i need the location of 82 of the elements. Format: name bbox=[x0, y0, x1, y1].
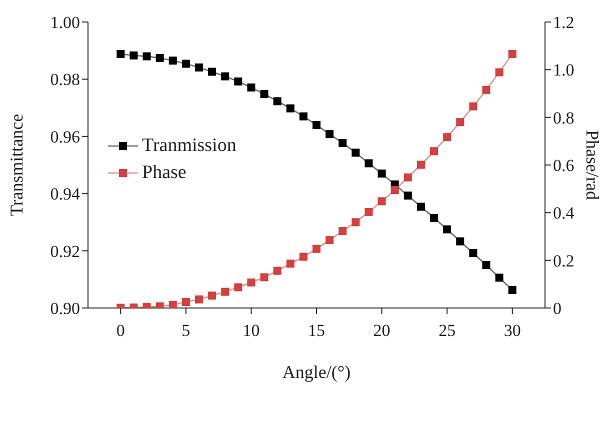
x-tick-label: 20 bbox=[373, 321, 390, 340]
point bbox=[116, 50, 125, 58]
point bbox=[404, 192, 412, 200]
point bbox=[508, 286, 516, 294]
y2-tick-label: 0.4 bbox=[553, 204, 575, 223]
point bbox=[130, 51, 138, 60]
x-axis-title: Angle/(°) bbox=[282, 362, 351, 382]
point bbox=[416, 202, 425, 211]
point bbox=[168, 300, 177, 308]
point bbox=[416, 160, 425, 169]
point bbox=[456, 118, 464, 126]
x-tick-label: 5 bbox=[182, 321, 190, 340]
point bbox=[142, 52, 151, 60]
y2-tick-label: 0.2 bbox=[553, 251, 574, 270]
y2-tick-label: 0.6 bbox=[553, 156, 574, 176]
point bbox=[221, 72, 230, 80]
point bbox=[312, 120, 320, 129]
point bbox=[443, 133, 452, 142]
y-tick-label: 0.94 bbox=[50, 184, 80, 204]
point bbox=[378, 197, 386, 206]
point bbox=[469, 249, 478, 258]
legend-label: Tranmission bbox=[142, 134, 236, 158]
point bbox=[495, 68, 504, 76]
point bbox=[247, 83, 256, 92]
y2-tick-label: 0.8 bbox=[553, 108, 574, 128]
point bbox=[430, 147, 438, 156]
x-tick-label: 15 bbox=[308, 321, 325, 340]
y-tick-label: 0.90 bbox=[50, 299, 80, 318]
point bbox=[247, 278, 256, 286]
point bbox=[221, 288, 230, 296]
legend-label: Phase bbox=[142, 161, 186, 185]
y-tick-label: 0.96 bbox=[50, 127, 80, 146]
y2-tick-label: 1.2 bbox=[553, 13, 574, 32]
y2-tick-label: 0 bbox=[553, 299, 562, 318]
x-tick-label: 30 bbox=[504, 321, 521, 340]
point bbox=[430, 214, 438, 222]
point bbox=[378, 170, 386, 178]
point bbox=[273, 266, 282, 275]
point bbox=[194, 295, 203, 304]
x-tick-label: 10 bbox=[242, 321, 260, 340]
point bbox=[273, 97, 282, 106]
point bbox=[260, 273, 268, 282]
y-tick-label: 1.00 bbox=[50, 13, 80, 32]
point bbox=[208, 292, 216, 300]
point bbox=[338, 138, 347, 147]
point bbox=[312, 244, 320, 253]
point bbox=[326, 130, 334, 138]
y2-axis-title: Phase/rad bbox=[582, 130, 603, 200]
point bbox=[182, 298, 190, 306]
point bbox=[234, 283, 242, 292]
point bbox=[482, 86, 490, 94]
point bbox=[456, 237, 464, 246]
point bbox=[508, 50, 516, 58]
point bbox=[299, 112, 308, 120]
point bbox=[352, 218, 360, 226]
y-tick-label: 0.98 bbox=[50, 70, 80, 90]
y2-tick-label: 1.0 bbox=[553, 60, 574, 80]
point bbox=[469, 102, 478, 110]
point bbox=[390, 186, 399, 194]
point bbox=[364, 159, 373, 168]
point bbox=[182, 60, 190, 68]
point bbox=[260, 90, 268, 98]
point bbox=[495, 274, 504, 282]
point bbox=[286, 260, 294, 268]
point bbox=[194, 63, 203, 72]
point bbox=[352, 148, 360, 157]
x-tick-label: 25 bbox=[438, 321, 456, 340]
point bbox=[443, 225, 452, 234]
point bbox=[404, 173, 412, 182]
y-axis-title: Transmittance bbox=[6, 114, 26, 216]
point bbox=[234, 77, 242, 86]
point bbox=[286, 104, 294, 112]
point bbox=[338, 227, 347, 236]
y-tick-label: 0.92 bbox=[50, 242, 80, 261]
point bbox=[208, 68, 216, 76]
point bbox=[326, 236, 334, 244]
point bbox=[156, 54, 164, 62]
point bbox=[168, 56, 177, 65]
point bbox=[482, 261, 490, 270]
point bbox=[299, 252, 308, 261]
x-tick-label: 0 bbox=[116, 321, 125, 340]
point bbox=[364, 208, 373, 216]
